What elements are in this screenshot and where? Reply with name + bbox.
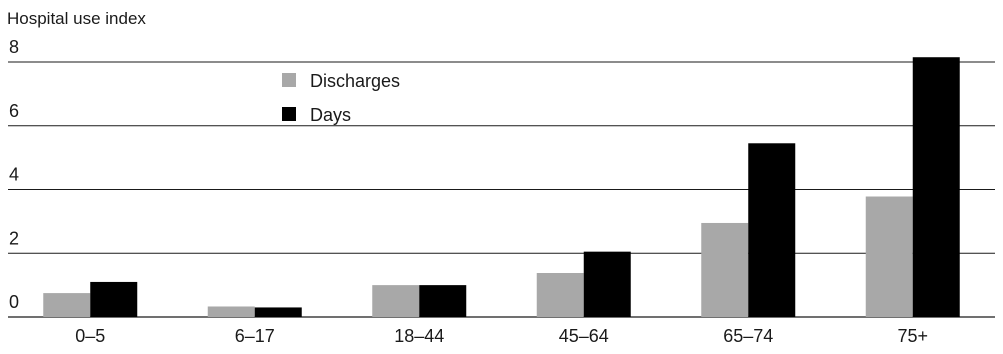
- gridlines: [8, 61, 995, 318]
- y-axis-title: Hospital use index: [7, 9, 146, 28]
- bar-discharges-5: [865, 196, 913, 317]
- legend-swatch-days: [282, 107, 296, 121]
- y-tick-labels: 0 2 4 6 8: [9, 37, 19, 312]
- bar-discharges-1: [207, 306, 255, 317]
- y-tick-label: 4: [9, 165, 19, 185]
- bar-days-2: [419, 285, 467, 317]
- bar-discharges-4: [701, 222, 749, 317]
- y-tick-label: 0: [9, 292, 19, 312]
- bar-discharges-0: [43, 293, 91, 317]
- y-tick-label: 8: [9, 37, 19, 57]
- y-tick-label: 2: [9, 228, 19, 248]
- x-tick-label: 18–44: [394, 326, 444, 346]
- bar-days-1: [254, 307, 302, 317]
- bar-days-5: [912, 57, 960, 317]
- bar-days-4: [748, 143, 796, 317]
- x-tick-label: 75+: [897, 326, 928, 346]
- x-tick-label: 0–5: [75, 326, 105, 346]
- x-tick-label: 6–17: [235, 326, 275, 346]
- bars: [43, 57, 960, 317]
- bar-discharges-3: [536, 273, 584, 317]
- legend-swatch-discharges: [282, 73, 296, 87]
- x-tick-labels: 0–5 6–17 18–44 45–64 65–74 75+: [75, 326, 928, 346]
- legend-label-days: Days: [310, 105, 351, 125]
- bar-discharges-2: [372, 285, 420, 317]
- bar-days-0: [90, 281, 138, 317]
- legend-label-discharges: Discharges: [310, 71, 400, 91]
- x-tick-label: 45–64: [559, 326, 609, 346]
- x-tick-label: 65–74: [723, 326, 773, 346]
- y-tick-label: 6: [9, 101, 19, 121]
- legend: Discharges Days: [282, 71, 400, 125]
- bar-days-3: [583, 251, 631, 317]
